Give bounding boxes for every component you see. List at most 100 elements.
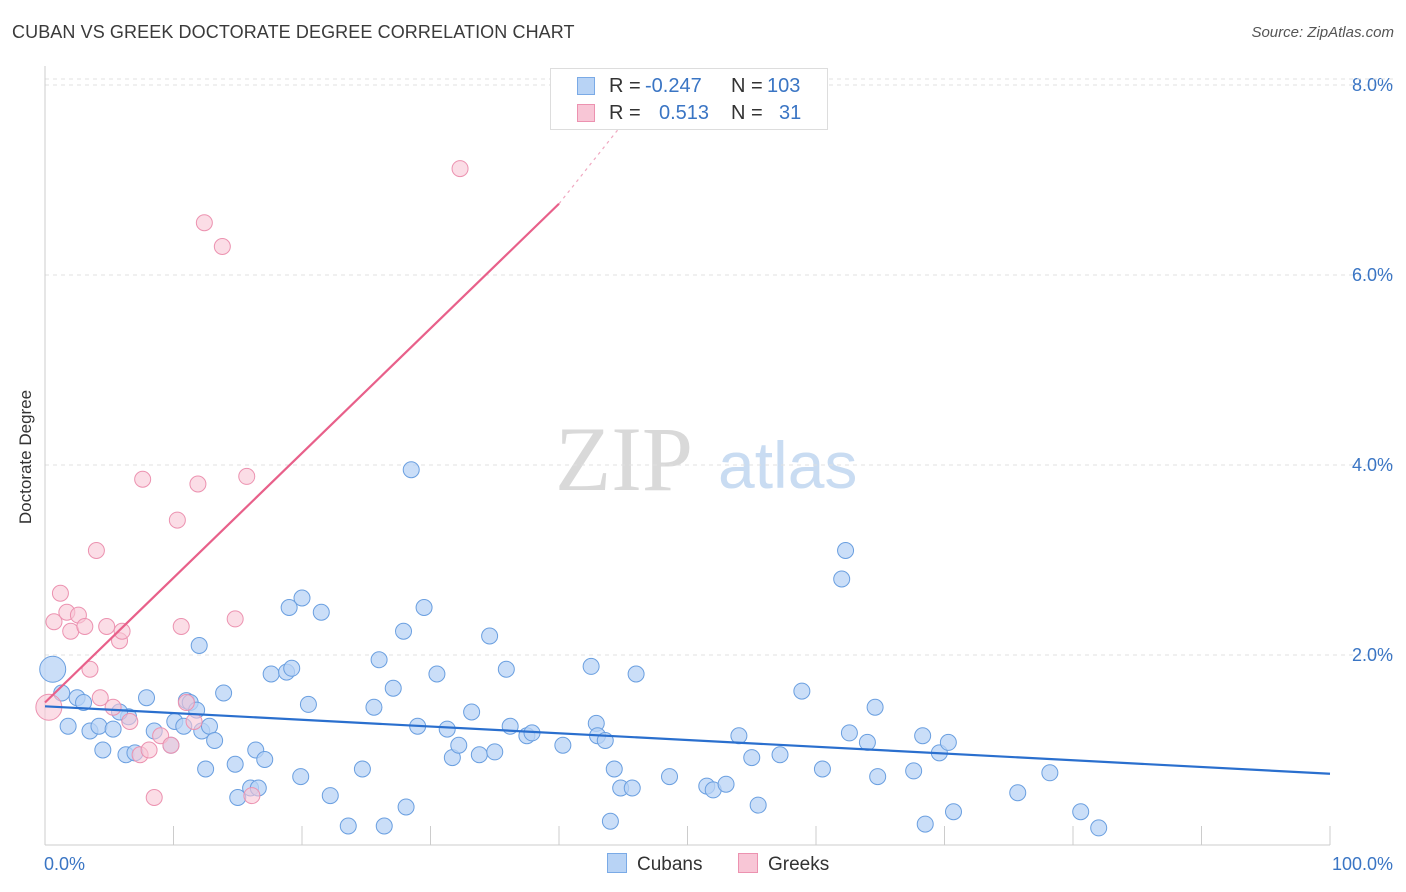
cubans-point [190,637,208,654]
cubans-point [428,665,446,683]
chart-title: CUBAN VS GREEK DOCTORATE DEGREE CORRELAT… [12,22,575,42]
greeks-point [213,238,231,255]
greeks-point [76,618,94,635]
greeks-legend-swatch [738,853,758,873]
cubans-point [623,779,641,797]
cubans-point [661,768,679,786]
cubans-point [292,768,310,786]
cubans-legend-swatch [607,853,627,873]
greeks-point [140,741,158,759]
cubans-point [256,751,274,768]
cubans-point [226,755,244,773]
cubans-point [39,655,67,683]
cubans-point [397,798,415,816]
cubans-point [262,665,280,683]
series-legend: Cubans Greeks [0,853,1406,879]
cubans-point [321,787,339,805]
source-label: Source: ZipAtlas.com [1251,24,1394,41]
cubans-point [833,570,851,588]
greeks-legend-label: Greeks [768,854,830,875]
cubans-point [481,627,499,645]
cubans-point [582,657,600,675]
cubans-n-value: 103 [767,75,801,97]
cubans-point [914,727,932,745]
correlation-legend: R = -0.247 N = 103 R = 0.513 N = 31 [550,68,828,130]
watermark-atlas: atlas [718,428,857,502]
greeks-point [98,618,116,635]
x-tick-label: 0.0% [44,854,85,874]
cubans-trend-line [44,705,1331,775]
cubans-point [1072,803,1090,821]
n-label: N = [731,75,763,97]
cubans-point [858,733,876,751]
cubans-point [463,703,481,721]
cubans-point [944,803,962,821]
cubans-point [837,542,855,559]
cubans-legend-label: Cubans [637,854,703,875]
greeks-point [87,542,105,559]
greeks-trend-line [44,202,560,704]
cubans-swatch [577,77,595,95]
cubans-point [138,689,156,707]
cubans-point [415,599,433,616]
greeks-point [91,689,109,707]
legend-item-greeks: Greeks [738,853,829,876]
cubans-point [104,720,122,738]
greeks-n-value: 31 [779,102,802,124]
greeks-point [51,584,69,602]
cubans-point [197,760,215,778]
cubans-point [1090,819,1108,837]
cubans-point [299,695,317,713]
y-tick-label: 8.0% [1352,75,1393,95]
cubans-point [395,622,413,640]
cubans-point [312,603,330,621]
cubans-point [813,760,831,778]
greeks-point [172,618,190,635]
greeks-point [243,787,261,805]
greeks-trend-extension [558,122,624,205]
cubans-point [840,724,858,742]
cubans-point [438,720,456,738]
cubans-point [771,746,789,764]
greeks-point [177,694,195,711]
greeks-point [238,467,256,485]
greeks-point [162,736,180,754]
cubans-point [916,815,934,833]
cubans-point [869,768,887,786]
cubans-point [353,760,371,778]
cubans-point [717,775,735,793]
cubans-point [75,694,93,711]
greeks-r-value: 0.513 [659,102,710,124]
greeks-point [113,622,131,640]
greeks-point [185,713,203,730]
cubans-point [554,736,572,754]
greeks-point [121,713,139,730]
cubans-point [866,698,884,716]
cubans-point [627,665,645,683]
cubans-point [94,741,112,759]
cubans-point [339,817,357,835]
r-label: R = [609,102,641,124]
cubans-point [59,717,77,735]
cubans-point [402,461,420,479]
y-tick-label: 6.0% [1352,265,1393,285]
cubans-point [743,749,761,767]
greeks-point [189,475,207,493]
cubans-point [375,817,393,835]
greeks-point [62,622,80,640]
cubans-point [605,760,623,778]
cubans-point [384,679,402,697]
cubans-point [1009,784,1027,802]
cubans-point [370,651,388,669]
legend-item-cubans: Cubans [607,853,703,876]
greeks-point [81,660,99,678]
cubans-point [206,732,224,749]
greeks-point [195,214,213,232]
cubans-point [601,812,619,830]
greeks-point [104,698,122,716]
greeks-point [45,613,63,631]
cubans-point [749,796,767,814]
watermark-zip: ZIP [555,408,693,510]
greeks-swatch [577,104,595,122]
